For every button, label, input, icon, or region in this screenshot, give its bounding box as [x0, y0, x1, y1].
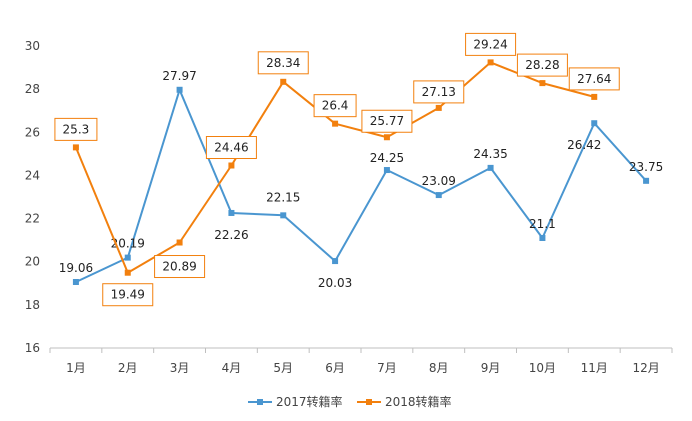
data-point: [487, 164, 494, 171]
data-label: 27.97: [162, 69, 196, 83]
y-tick-label: 16: [25, 341, 40, 355]
y-tick-label: 22: [25, 212, 40, 226]
y-tick-label: 24: [25, 168, 40, 182]
x-tick-label: 7月: [377, 361, 397, 375]
data-label-box: [465, 32, 517, 56]
data-label: 20.89: [162, 260, 196, 274]
data-label: 29.24: [473, 37, 507, 51]
y-tick-label: 18: [25, 298, 40, 312]
data-label-box: [413, 80, 465, 104]
series-line: [75, 88, 647, 283]
x-tick-label: 4月: [222, 361, 242, 375]
data-point: [124, 269, 131, 276]
data-label-box: [54, 117, 98, 141]
data-label-box: [313, 94, 357, 118]
data-point: [72, 144, 79, 151]
data-point: [383, 167, 390, 174]
data-point: [591, 93, 598, 100]
data-label: 27.13: [422, 85, 456, 99]
data-point: [72, 278, 79, 285]
x-tick-label: 9月: [481, 361, 501, 375]
y-tick-label: 28: [25, 82, 40, 96]
x-tick-label: 1月: [66, 361, 86, 375]
data-label: 20.19: [111, 237, 145, 251]
data-label: 27.64: [577, 72, 611, 86]
data-label: 22.26: [214, 228, 248, 242]
x-tick-label: 2月: [118, 361, 138, 375]
data-point: [332, 258, 339, 265]
data-point: [176, 86, 183, 93]
data-label: 24.25: [370, 151, 404, 165]
x-tick-label: 5月: [273, 361, 293, 375]
data-point: [228, 162, 235, 169]
data-point: [435, 192, 442, 199]
data-point: [280, 212, 287, 219]
data-label: 20.03: [318, 276, 352, 290]
data-label-box: [361, 109, 413, 133]
x-tick-label: 8月: [429, 361, 449, 375]
legend-marker: [257, 399, 263, 405]
data-label-box: [154, 255, 206, 279]
data-label: 25.3: [63, 122, 90, 136]
data-label: 24.46: [214, 141, 248, 155]
data-point: [539, 234, 546, 241]
x-tick-label: 12月: [632, 361, 659, 375]
y-tick-label: 20: [25, 255, 40, 269]
data-label-box: [102, 283, 154, 307]
y-tick-label: 30: [25, 39, 40, 53]
data-label: 22.15: [266, 190, 300, 204]
data-label-box: [568, 67, 620, 91]
data-label: 23.09: [422, 174, 456, 188]
data-label-box: [257, 51, 309, 75]
x-tick-label: 10月: [529, 361, 556, 375]
data-label: 26.4: [322, 99, 349, 113]
x-tick-label: 11月: [581, 361, 608, 375]
series-line: [74, 61, 595, 274]
data-label: 23.75: [629, 160, 663, 174]
data-label: 21.1: [529, 217, 556, 231]
data-point: [539, 80, 546, 87]
data-point: [383, 134, 390, 141]
legend-label: 2017转籍率: [276, 394, 343, 409]
data-label: 19.06: [59, 261, 93, 275]
data-point: [332, 120, 339, 127]
data-point: [487, 59, 494, 66]
x-tick-label: 6月: [325, 361, 345, 375]
data-point: [435, 104, 442, 111]
data-point: [280, 78, 287, 85]
data-label: 28.34: [266, 56, 300, 70]
data-point: [643, 177, 650, 184]
data-point: [228, 209, 235, 216]
data-point: [176, 239, 183, 246]
legend-marker: [366, 399, 372, 405]
data-label-box: [205, 136, 257, 160]
x-tick-label: 3月: [170, 361, 190, 375]
legend-label: 2018转籍率: [385, 394, 452, 409]
data-point: [591, 120, 598, 127]
data-label: 28.28: [525, 58, 559, 72]
data-point: [124, 254, 131, 261]
data-label: 25.77: [370, 114, 404, 128]
data-label: 26.42: [567, 138, 601, 152]
data-label: 24.35: [473, 147, 507, 161]
data-label-box: [516, 53, 568, 77]
y-tick-label: 26: [25, 125, 40, 139]
data-label: 19.49: [111, 288, 145, 302]
